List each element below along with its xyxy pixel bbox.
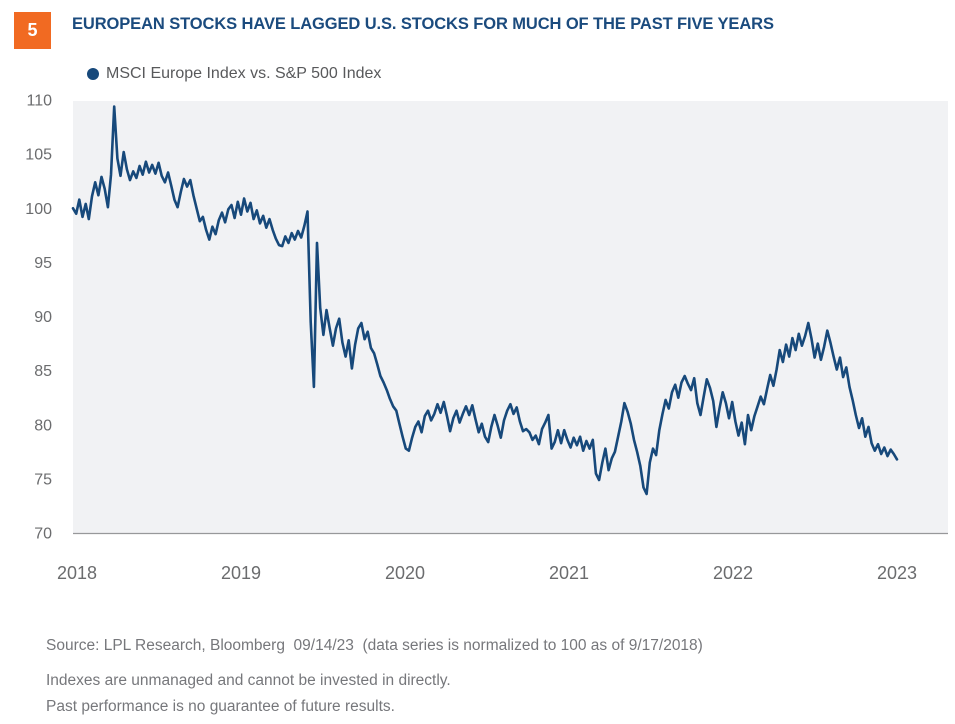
x-axis-tick-label: 2018 bbox=[57, 563, 97, 583]
y-axis-tick-label: 80 bbox=[34, 417, 52, 434]
y-axis-tick-label: 70 bbox=[34, 526, 52, 543]
legend-label: MSCI Europe Index vs. S&P 500 Index bbox=[106, 65, 382, 82]
legend-marker-icon bbox=[87, 68, 99, 80]
x-axis-tick-label: 2021 bbox=[549, 563, 589, 583]
disclosure-indexes: Indexes are unmanaged and cannot be inve… bbox=[46, 672, 451, 689]
legend: MSCI Europe Index vs. S&P 500 Index bbox=[87, 64, 381, 84]
y-axis-tick-label: 100 bbox=[25, 201, 52, 218]
y-axis-tick-label: 110 bbox=[26, 93, 52, 110]
chart-title: EUROPEAN STOCKS HAVE LAGGED U.S. STOCKS … bbox=[72, 15, 774, 33]
y-axis-tick-label: 85 bbox=[34, 363, 52, 380]
x-axis-tick-label: 2019 bbox=[221, 563, 261, 583]
x-axis-tick-label: 2023 bbox=[877, 563, 917, 583]
y-axis-tick-label: 90 bbox=[34, 309, 52, 326]
plot-background bbox=[73, 101, 948, 533]
x-axis-tick-labels: 2018 2019 2020 2021 2022 2023 bbox=[57, 563, 917, 583]
figure-number-badge: 5 bbox=[14, 12, 51, 49]
y-axis-tick-label: 105 bbox=[25, 147, 52, 164]
disclosure-past-performance: Past performance is no guarantee of futu… bbox=[46, 698, 395, 715]
x-axis-tick-label: 2022 bbox=[713, 563, 753, 583]
msci-europe-vs-sp500-line bbox=[71, 105, 899, 496]
y-axis-tick-labels: 110 105 100 95 90 85 80 75 70 bbox=[25, 93, 52, 543]
y-axis-tick-label: 75 bbox=[34, 471, 52, 488]
source-note: Source: LPL Research, Bloomberg 09/14/23… bbox=[46, 637, 703, 654]
y-axis-tick-label: 95 bbox=[34, 255, 52, 272]
x-axis-tick-label: 2020 bbox=[385, 563, 425, 583]
